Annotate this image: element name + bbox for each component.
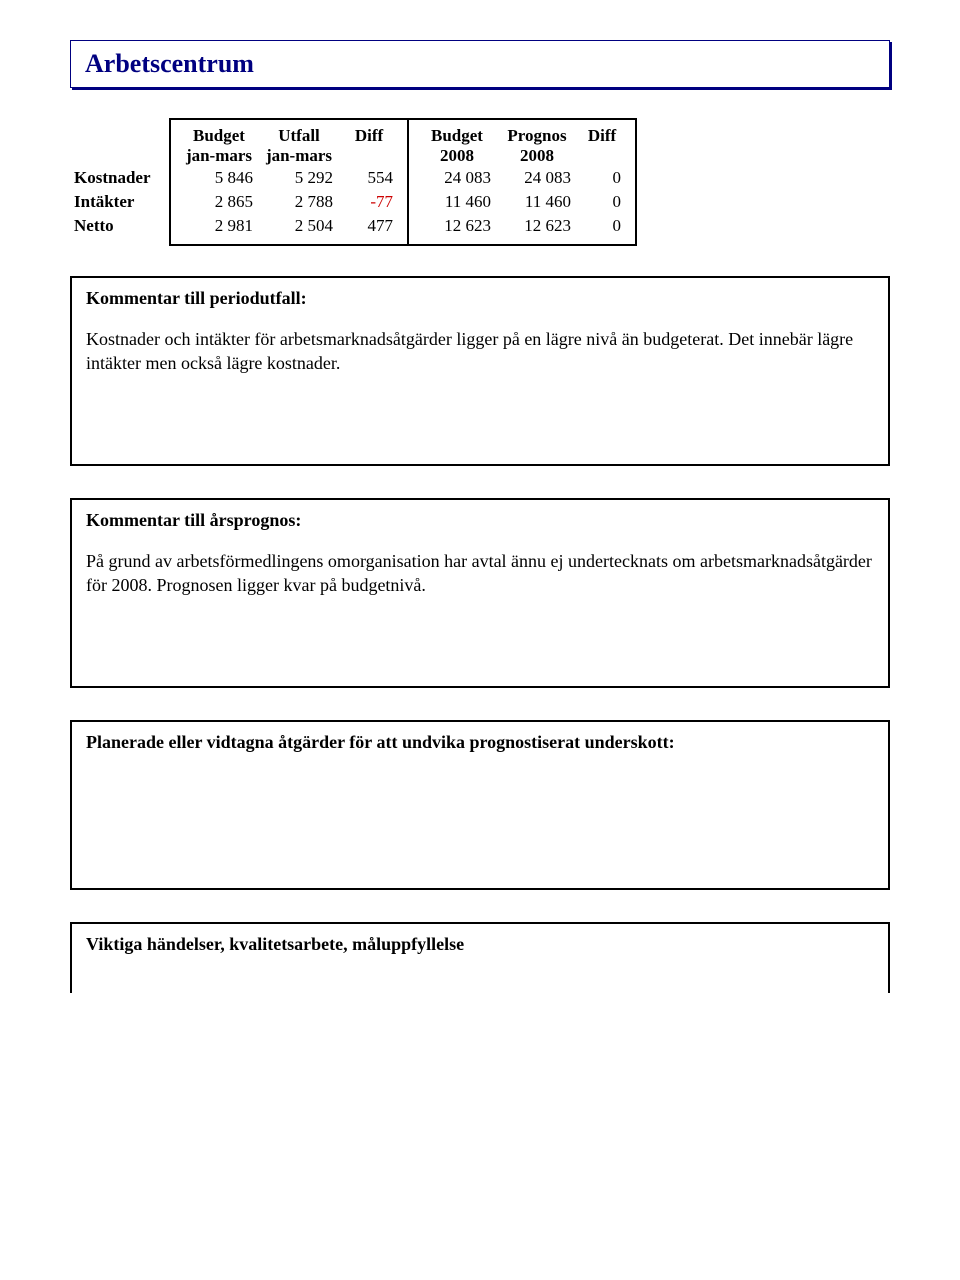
cell: 0 [577,214,627,238]
cell: 24 083 [497,166,577,190]
page: Arbetscentrum Kostnader Intäkter Netto B… [0,0,960,1033]
subheader-row: jan-mars jan-mars [179,146,399,166]
cell: 2 981 [179,214,259,238]
subheader-row: 2008 2008 [417,146,627,166]
row-label: Kostnader [74,166,169,190]
cell: 2 865 [179,190,259,214]
col-header: Prognos [497,126,577,146]
cell: 477 [339,214,399,238]
section-viktiga: Viktiga händelser, kvalitetsarbete, målu… [70,922,890,993]
cell: 2 504 [259,214,339,238]
cell: 24 083 [417,166,497,190]
cell: 12 623 [417,214,497,238]
table-right-group: Budget Prognos Diff 2008 2008 24 083 24 … [407,118,637,246]
table-row: 2 865 2 788 -77 [179,190,399,214]
table-row: 11 460 11 460 0 [417,190,627,214]
section-heading: Viktiga händelser, kvalitetsarbete, målu… [86,934,874,955]
cell: 5 846 [179,166,259,190]
row-labels: Kostnader Intäkter Netto [74,118,169,246]
section-periodutfall: Kommentar till periodutfall: Kostnader o… [70,276,890,466]
col-header: Budget [179,126,259,146]
table-left: Budget Utfall Diff jan-mars jan-mars 5 8… [179,126,399,238]
cell: 11 460 [417,190,497,214]
col-subheader: jan-mars [259,146,339,166]
table-left-group: Budget Utfall Diff jan-mars jan-mars 5 8… [169,118,409,246]
table-right: Budget Prognos Diff 2008 2008 24 083 24 … [417,126,627,238]
table-row: 5 846 5 292 554 [179,166,399,190]
col-subheader [339,146,399,166]
col-header: Utfall [259,126,339,146]
header-row: Budget Utfall Diff [179,126,399,146]
col-subheader [577,146,627,166]
cell: -77 [339,190,399,214]
section-heading: Planerade eller vidtagna åtgärder för at… [86,732,874,753]
col-subheader: jan-mars [179,146,259,166]
col-subheader: 2008 [497,146,577,166]
table-row: 24 083 24 083 0 [417,166,627,190]
budget-table: Kostnader Intäkter Netto Budget Utfall D… [74,118,890,246]
section-body: På grund av arbetsförmedlingens omorgani… [86,549,874,597]
col-header: Diff [577,126,627,146]
page-title: Arbetscentrum [85,49,875,79]
row-label: Netto [74,214,169,238]
cell: 12 623 [497,214,577,238]
section-body: Kostnader och intäkter för arbetsmarknad… [86,327,874,375]
section-heading: Kommentar till periodutfall: [86,288,874,309]
table-row: 12 623 12 623 0 [417,214,627,238]
cell: 2 788 [259,190,339,214]
table-row: 2 981 2 504 477 [179,214,399,238]
col-header: Diff [339,126,399,146]
section-atgarder: Planerade eller vidtagna åtgärder för at… [70,720,890,890]
header-row: Budget Prognos Diff [417,126,627,146]
col-header: Budget [417,126,497,146]
section-heading: Kommentar till årsprognos: [86,510,874,531]
col-subheader: 2008 [417,146,497,166]
title-box: Arbetscentrum [70,40,890,88]
cell: 0 [577,166,627,190]
row-label: Intäkter [74,190,169,214]
cell: 11 460 [497,190,577,214]
cell: 5 292 [259,166,339,190]
section-arsprognos: Kommentar till årsprognos: På grund av a… [70,498,890,688]
cell: 554 [339,166,399,190]
cell: 0 [577,190,627,214]
